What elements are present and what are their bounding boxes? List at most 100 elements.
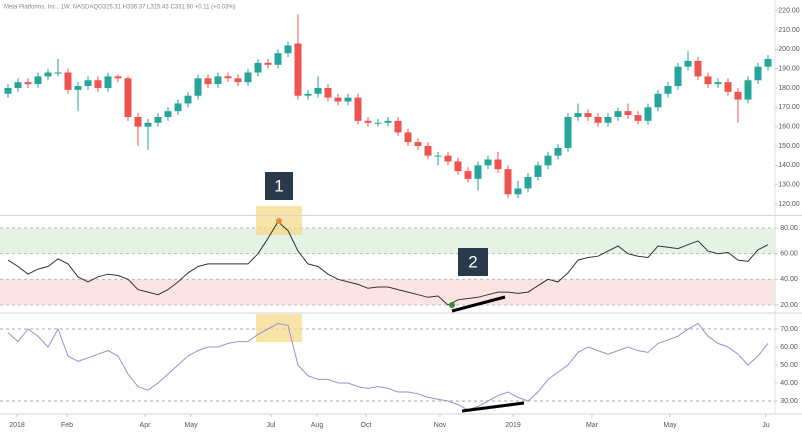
- candle-body: [544, 155, 552, 166]
- candle-body: [764, 58, 772, 67]
- candle-body: [14, 82, 22, 88]
- y-tick-label: 200.00: [778, 46, 800, 53]
- candle-body: [144, 122, 152, 127]
- candle-body: [474, 165, 482, 179]
- x-tick-label: 2019: [505, 422, 521, 429]
- highlight-box: [256, 314, 302, 342]
- x-tick-label: Nov: [434, 422, 447, 429]
- candle-body: [64, 72, 72, 90]
- x-tick-label: Oct: [361, 422, 372, 429]
- candle-body: [284, 45, 292, 54]
- x-tick-label: May: [663, 422, 677, 429]
- y-tick-label: 80.00: [780, 225, 798, 232]
- y-tick-label: 70.00: [780, 326, 798, 333]
- x-tick-label: Mar: [586, 422, 599, 429]
- candle-body: [104, 76, 112, 88]
- trend-line: [451, 295, 506, 313]
- candle-body: [44, 72, 52, 77]
- y-tick-label: 30.00: [780, 398, 798, 405]
- candle-body: [404, 132, 412, 143]
- candle-body: [654, 93, 662, 108]
- band: [0, 279, 775, 305]
- candle-body: [464, 171, 472, 179]
- x-tick-label: Jul: [267, 422, 276, 429]
- candle-body: [374, 122, 382, 124]
- header-symbol: Meta Platforms, Inc., 1W, NASDAQ: [4, 5, 98, 11]
- y-tick-label: 210.00: [778, 27, 800, 34]
- candle-body: [434, 155, 442, 157]
- candle-body: [614, 111, 622, 117]
- candle-body: [84, 80, 92, 87]
- candle-body: [754, 66, 762, 81]
- candle-body: [534, 165, 542, 177]
- candle-body: [94, 80, 102, 88]
- candle-body: [264, 62, 272, 65]
- candle-body: [704, 76, 712, 85]
- candle-body: [664, 86, 672, 94]
- y-tick-label: 180.00: [778, 85, 800, 92]
- candle-body: [444, 155, 452, 162]
- annotation-box: [458, 248, 488, 276]
- candle-body: [74, 86, 82, 90]
- candle-body: [604, 116, 612, 123]
- candle-body: [484, 159, 492, 166]
- candle-body: [644, 107, 652, 121]
- x-tick-label: Apr: [140, 422, 152, 429]
- x-tick-label: Feb: [61, 422, 73, 429]
- trend-line: [461, 401, 525, 413]
- candle-body: [354, 97, 362, 121]
- candle-body: [334, 97, 342, 102]
- annotation-label: 1: [274, 176, 283, 195]
- candle-body: [494, 159, 502, 170]
- candle-body: [184, 95, 192, 104]
- candle-body: [344, 97, 352, 102]
- y-tick-label: 130.00: [778, 181, 800, 188]
- candle-body: [224, 76, 232, 79]
- overlay: 1 2: [265, 172, 525, 413]
- y-tick-label: 220.00: [778, 7, 800, 14]
- candle-body: [274, 53, 282, 65]
- candle-body: [24, 82, 32, 85]
- candle-body: [384, 120, 392, 123]
- candle-body: [674, 66, 682, 87]
- indicator-line: [7, 322, 769, 411]
- candle-body: [154, 116, 162, 123]
- candle-body: [244, 72, 252, 83]
- backgrounds: [0, 227, 775, 402]
- candle-body: [134, 116, 142, 127]
- candle-body: [414, 142, 422, 146]
- y-tick-label: 60.00: [780, 251, 798, 258]
- candle-body: [314, 87, 322, 94]
- candle-body: [554, 147, 562, 156]
- candle-body: [424, 145, 432, 156]
- y-tick-label: 40.00: [780, 380, 798, 387]
- candle-body: [234, 78, 242, 83]
- candle-body: [454, 161, 462, 172]
- y-tick-label: 160.00: [778, 123, 800, 130]
- candle-body: [294, 43, 302, 96]
- y-tick-label: 140.00: [778, 162, 800, 169]
- x-tick-label: 2018: [9, 422, 25, 429]
- candle-body: [634, 115, 642, 121]
- candle-body: [304, 93, 312, 96]
- candle-body: [624, 111, 632, 116]
- candle-body: [714, 82, 722, 85]
- candle-body: [204, 78, 212, 85]
- band: [0, 228, 775, 254]
- candle-body: [124, 78, 132, 117]
- candle-body: [594, 116, 602, 123]
- candle-body: [694, 60, 702, 77]
- candle-body: [524, 176, 532, 189]
- candle-body: [324, 87, 332, 98]
- marker: [449, 302, 455, 308]
- y-tick-label: 20.00: [780, 302, 798, 309]
- candle-body: [564, 116, 572, 148]
- candle-body: [214, 76, 222, 85]
- header-quote: O325.31 H336.37 L315.43 C331.90 +0.11 (+…: [98, 5, 236, 11]
- candle-body: [34, 76, 42, 85]
- y-tick-label: 190.00: [778, 65, 800, 72]
- indicator-line: [7, 220, 769, 306]
- candle-body: [584, 113, 592, 117]
- candle-body: [164, 111, 172, 117]
